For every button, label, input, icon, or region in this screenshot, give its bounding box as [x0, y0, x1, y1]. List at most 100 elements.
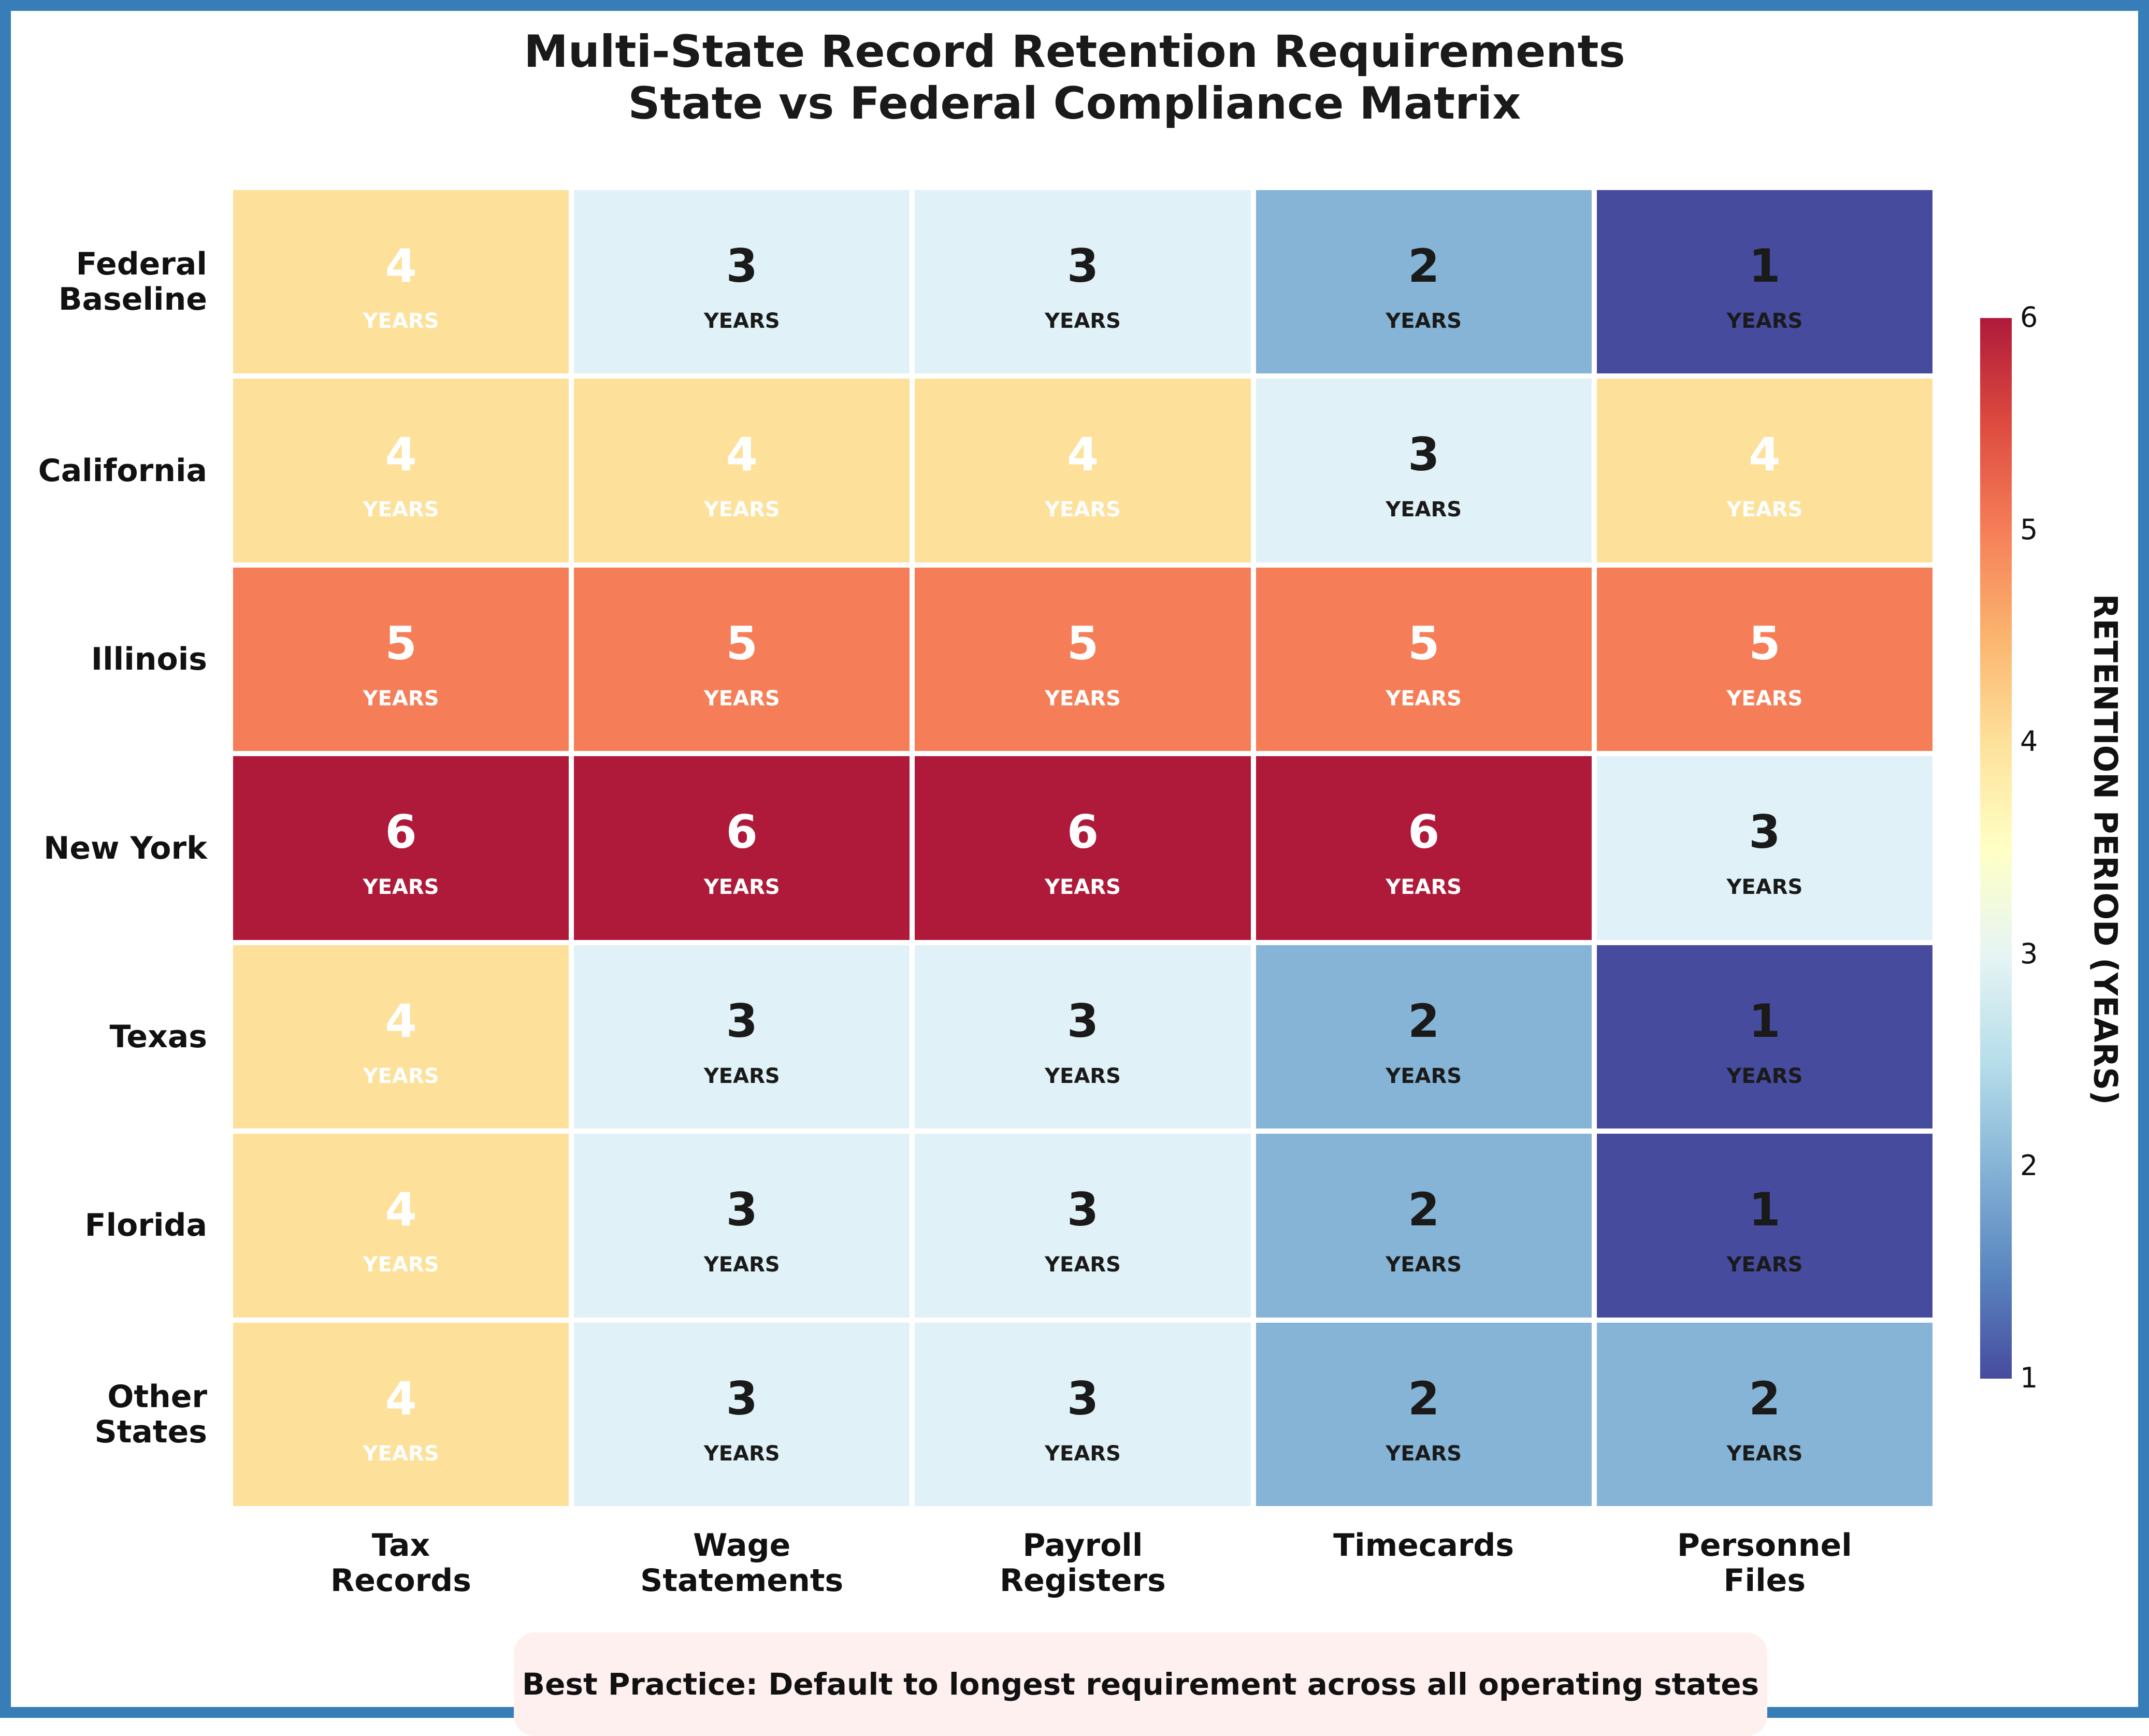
cell-value: 5 — [726, 616, 758, 670]
heatmap-cell: 6 YEARS — [1253, 754, 1594, 943]
heatmap-cell: 3 YEARS — [1594, 754, 1935, 943]
heatmap-cell: 5 YEARS — [1253, 565, 1594, 754]
cell-unit: YEARS — [1045, 498, 1121, 522]
cell-unit: YEARS — [1386, 309, 1462, 333]
cell-value: 1 — [1749, 994, 1781, 1048]
cell-value: 3 — [1066, 239, 1099, 293]
cell-value: 5 — [1066, 616, 1099, 670]
cell-unit: YEARS — [703, 1253, 780, 1277]
row-label: Texas — [109, 1018, 207, 1055]
cell-value: 2 — [1408, 994, 1440, 1048]
cell-unit: YEARS — [363, 1064, 439, 1088]
cell-unit: YEARS — [1045, 1253, 1121, 1277]
cell-unit: YEARS — [1726, 875, 1803, 900]
cell-value: 4 — [385, 239, 417, 293]
heatmap-cell: 4 YEARS — [1594, 376, 1935, 565]
cell-unit: YEARS — [703, 686, 780, 711]
cell-unit: YEARS — [1045, 1441, 1121, 1466]
cell-value: 5 — [1408, 616, 1440, 670]
cell-unit: YEARS — [363, 309, 439, 333]
row-label: Florida — [84, 1207, 207, 1244]
heatmap-cell: 2 YEARS — [1594, 1320, 1935, 1509]
colorbar-tick-label: 5 — [2020, 513, 2038, 546]
cell-unit: YEARS — [363, 686, 439, 711]
row-label: Illinois — [91, 641, 207, 678]
cell-value: 2 — [1749, 1371, 1781, 1425]
colorbar-tick-label: 4 — [2020, 725, 2038, 758]
cell-value: 2 — [1408, 1371, 1440, 1425]
heatmap-cell: 6 YEARS — [230, 754, 572, 943]
row-label: California — [38, 452, 207, 489]
cell-unit: YEARS — [1726, 1253, 1803, 1277]
cell-unit: YEARS — [703, 1441, 780, 1466]
cell-unit: YEARS — [703, 1064, 780, 1088]
heatmap-cell: 3 YEARS — [912, 1320, 1253, 1509]
cell-unit: YEARS — [1386, 1253, 1462, 1277]
cell-unit: YEARS — [1386, 498, 1462, 522]
heatmap-cell: 4 YEARS — [230, 1320, 572, 1509]
cell-value: 3 — [726, 1183, 758, 1237]
cell-value: 4 — [726, 428, 758, 482]
heatmap-cell: 4 YEARS — [230, 1131, 572, 1320]
chart-title-line1: Multi-State Record Retention Requirement… — [524, 26, 1625, 78]
cell-value: 4 — [385, 1183, 417, 1237]
heatmap-cell: 4 YEARS — [912, 376, 1253, 565]
heatmap-grid: 4 YEARS 3 YEARS 3 YEARS 2 YEARS 1 YEARS 4 YEARS 4 YEA… — [230, 187, 1935, 1509]
cell-value: 5 — [385, 616, 417, 670]
cell-value: 4 — [385, 994, 417, 1048]
row-label: Federal Baseline — [58, 246, 207, 318]
column-label: Personnel Files — [1677, 1527, 1852, 1599]
cell-unit: YEARS — [1726, 1441, 1803, 1466]
heatmap-cell: 5 YEARS — [1594, 565, 1935, 754]
cell-unit: YEARS — [1386, 686, 1462, 711]
heatmap-cell: 4 YEARS — [230, 376, 572, 565]
cell-value: 6 — [385, 805, 417, 859]
cell-unit: YEARS — [363, 498, 439, 522]
heatmap-cell: 4 YEARS — [230, 942, 572, 1132]
cell-unit: YEARS — [1045, 1064, 1121, 1088]
cell-unit: YEARS — [1386, 1441, 1462, 1466]
cell-value: 4 — [1749, 428, 1781, 482]
cell-value: 6 — [1066, 805, 1099, 859]
heatmap-cell: 3 YEARS — [571, 187, 913, 377]
heatmap-cell: 4 YEARS — [230, 187, 572, 377]
heatmap-cell: 2 YEARS — [1253, 1320, 1594, 1509]
heatmap-cell: 5 YEARS — [912, 565, 1253, 754]
heatmap-cell: 6 YEARS — [571, 754, 913, 943]
cell-value: 2 — [1408, 239, 1440, 293]
heatmap-cell: 1 YEARS — [1594, 187, 1935, 377]
cell-value: 3 — [1066, 1183, 1099, 1237]
cell-value: 3 — [1066, 1371, 1099, 1425]
best-practice-note: Best Practice: Default to longest requir… — [514, 1632, 1767, 1736]
cell-unit: YEARS — [363, 1441, 439, 1466]
heatmap-cell: 3 YEARS — [571, 1131, 913, 1320]
cell-value: 3 — [726, 1371, 758, 1425]
cell-value: 6 — [1408, 805, 1440, 859]
column-label: Wage Statements — [640, 1527, 844, 1599]
heatmap-cell: 1 YEARS — [1594, 1131, 1935, 1320]
cell-unit: YEARS — [1045, 309, 1121, 333]
heatmap-cell: 3 YEARS — [571, 942, 913, 1132]
cell-value: 5 — [1749, 616, 1781, 670]
cell-value: 4 — [385, 1371, 417, 1425]
cell-value: 4 — [1066, 428, 1099, 482]
cell-value: 1 — [1749, 239, 1781, 293]
row-label: Other States — [94, 1378, 207, 1450]
heatmap-cell: 1 YEARS — [1594, 942, 1935, 1132]
cell-value: 4 — [385, 428, 417, 482]
cell-unit: YEARS — [703, 309, 780, 333]
heatmap-cell: 3 YEARS — [571, 1320, 913, 1509]
cell-unit: YEARS — [703, 875, 780, 900]
cell-unit: YEARS — [1726, 1064, 1803, 1088]
cell-unit: YEARS — [1726, 498, 1803, 522]
cell-unit: YEARS — [363, 1253, 439, 1277]
heatmap-cell: 4 YEARS — [571, 376, 913, 565]
column-label: Payroll Registers — [999, 1527, 1166, 1599]
colorbar-tick-label: 6 — [2020, 301, 2038, 334]
cell-value: 2 — [1408, 1183, 1440, 1237]
heatmap-cell: 2 YEARS — [1253, 942, 1594, 1132]
heatmap-cell: 2 YEARS — [1253, 187, 1594, 377]
colorbar-tick-label: 2 — [2020, 1149, 2038, 1182]
cell-unit: YEARS — [703, 498, 780, 522]
heatmap-cell: 3 YEARS — [912, 1131, 1253, 1320]
